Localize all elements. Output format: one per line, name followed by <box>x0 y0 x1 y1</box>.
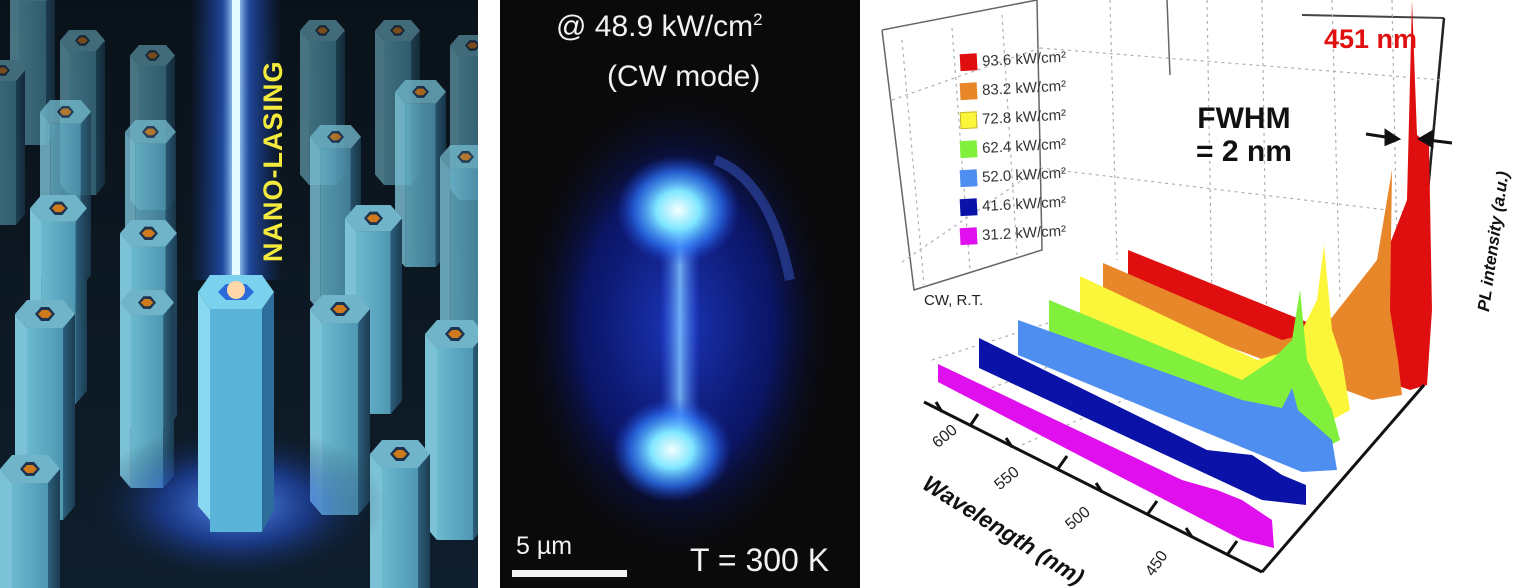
legend-label: 93.6 kW/cm² <box>981 48 1067 71</box>
legend-swatch-72-8 <box>959 111 978 130</box>
legend: 93.6 kW/cm² 83.2 kW/cm² 72.8 kW/cm² 62.4… <box>959 44 1120 247</box>
waterfall-plot <box>881 0 1453 574</box>
upper-emission-spot <box>616 155 740 265</box>
legend-swatch-52-0 <box>959 169 978 188</box>
legend-label: 62.4 kW/cm² <box>981 135 1067 158</box>
left-wall <box>881 0 1043 291</box>
excitation-density-text: @ 48.9 kW/cm <box>556 10 754 43</box>
legend-swatch-83-2 <box>959 82 978 101</box>
legend-swatch-62-4 <box>959 140 978 159</box>
legend-swatch-31-2 <box>959 227 978 246</box>
spectrum-41-6 <box>979 338 1306 505</box>
spectrum-93-6 <box>1128 0 1432 390</box>
legend-label: 41.6 kW/cm² <box>981 193 1067 216</box>
condition-label: CW, R.T. <box>924 292 984 309</box>
legend-swatch-93-6 <box>959 53 978 72</box>
micrograph-panel: @ 48.9 kW/cm2 (CW mode) 5 µm T = 300 K <box>500 0 860 588</box>
temperature-label: T = 300 K <box>690 542 830 578</box>
nanowire-array-illustration <box>0 0 478 588</box>
x-axis <box>923 384 1426 574</box>
cw-mode-label: (CW mode) <box>607 60 761 93</box>
excitation-density-label: @ 48.9 kW/cm2 <box>556 10 763 44</box>
nanowire-render-panel: NANO-LASING <box>0 0 478 588</box>
scale-bar <box>512 570 627 577</box>
spectrum-52-0 <box>1018 320 1337 472</box>
legend-label: 52.0 kW/cm² <box>981 164 1067 187</box>
nanowire-emission-image <box>512 85 838 577</box>
lasing-nanowire <box>198 275 274 532</box>
fwhm-arrows <box>1365 128 1453 149</box>
legend-label: 31.2 kW/cm² <box>981 222 1067 245</box>
excitation-superscript: 2 <box>753 10 763 29</box>
fwhm-line2: = 2 nm <box>1196 135 1292 168</box>
legend-label: 72.8 kW/cm² <box>981 106 1067 129</box>
legend-label: 83.2 kW/cm² <box>981 77 1067 100</box>
spectrum-31-2 <box>938 364 1274 548</box>
fwhm-label: FWHM = 2 nm <box>1196 102 1292 168</box>
scale-bar-label: 5 µm <box>516 532 573 560</box>
fwhm-line1: FWHM <box>1197 102 1291 135</box>
nano-lasing-label: NANO-LASING <box>258 60 288 263</box>
legend-swatch-41-6 <box>959 198 978 217</box>
pl-spectra-chart: 93.6 kW/cm² 83.2 kW/cm² 72.8 kW/cm² 62.4… <box>862 0 1528 588</box>
peak-wavelength-label: 451 nm <box>1324 24 1418 54</box>
lower-emission-spot <box>612 398 732 502</box>
